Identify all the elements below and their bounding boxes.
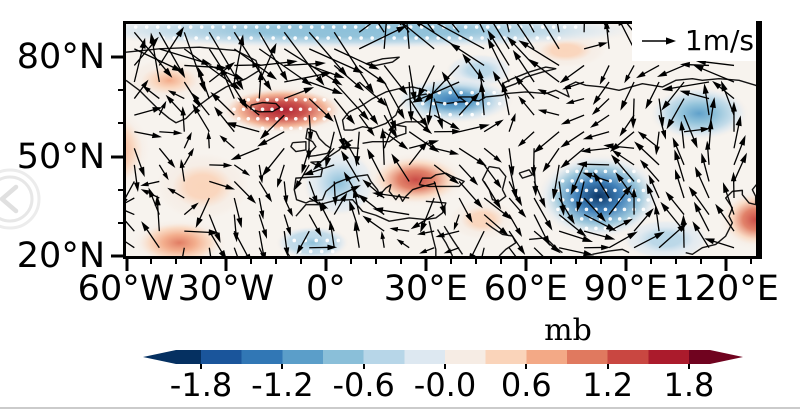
colorbar-gradient bbox=[176, 350, 710, 364]
x-minor-tick bbox=[275, 256, 277, 264]
x-tick-label: 90°E bbox=[583, 269, 668, 309]
x-minor-tick bbox=[700, 256, 702, 264]
x-major-tick bbox=[524, 256, 528, 271]
x-major-tick bbox=[125, 256, 129, 271]
colorbar-tick bbox=[525, 364, 528, 369]
colorbar-tick-label: 1.8 bbox=[663, 366, 715, 404]
x-major-tick bbox=[224, 256, 228, 271]
colorbar-tick-label: -1.8 bbox=[169, 366, 233, 404]
x-minor-tick bbox=[375, 256, 377, 264]
x-minor-tick bbox=[475, 256, 477, 264]
colorbar-tick-label: -1.2 bbox=[251, 366, 314, 404]
reference-vector-arrow-icon bbox=[641, 37, 676, 45]
y-major-tick bbox=[111, 155, 126, 159]
x-minor-tick bbox=[750, 256, 752, 264]
x-tick-label: 30°W bbox=[177, 269, 275, 309]
quiver-key: 1m/s bbox=[632, 21, 759, 61]
x-minor-tick bbox=[650, 256, 652, 264]
colorbar-tick bbox=[281, 364, 284, 369]
y-minor-tick bbox=[118, 89, 126, 92]
x-tick-label: 30°E bbox=[383, 269, 468, 309]
colorbar-right-arrow bbox=[710, 350, 743, 364]
quiver-key-label: 1m/s bbox=[684, 24, 754, 57]
y-major-tick bbox=[111, 254, 126, 258]
carousel-prev-button[interactable] bbox=[0, 161, 48, 237]
x-minor-tick bbox=[575, 256, 577, 264]
y-minor-tick bbox=[118, 188, 126, 191]
x-major-tick bbox=[324, 256, 328, 271]
y-tick-label: 20°N bbox=[16, 235, 105, 276]
x-tick-label: 60°W bbox=[77, 269, 175, 309]
colorbar-left-arrow bbox=[143, 350, 176, 364]
map-right-spine bbox=[756, 21, 759, 259]
x-minor-tick bbox=[675, 256, 677, 264]
x-minor-tick bbox=[600, 256, 602, 264]
x-minor-tick bbox=[175, 256, 177, 264]
x-minor-tick bbox=[550, 256, 552, 264]
x-minor-tick bbox=[450, 256, 452, 264]
colorbar bbox=[143, 350, 743, 369]
x-minor-tick bbox=[500, 256, 502, 264]
x-minor-tick bbox=[200, 256, 202, 264]
page-bottom-divider bbox=[0, 407, 800, 409]
colorbar-tick bbox=[687, 364, 690, 369]
x-major-tick bbox=[424, 256, 428, 271]
colorbar-tick-label: -0.0 bbox=[413, 366, 477, 404]
x-major-tick bbox=[724, 256, 728, 271]
y-minor-tick bbox=[118, 221, 126, 224]
x-minor-tick bbox=[350, 256, 352, 264]
colorbar-unit-label: mb bbox=[544, 313, 592, 348]
y-tick-label: 80°N bbox=[16, 37, 105, 78]
y-minor-tick bbox=[118, 122, 126, 125]
colorbar-tick bbox=[443, 364, 446, 369]
x-minor-tick bbox=[300, 256, 302, 264]
colorbar-tick bbox=[606, 364, 609, 369]
prev-button-inner-ring bbox=[0, 175, 34, 223]
y-tick-label: 50°N bbox=[16, 136, 105, 177]
colorbar-tick bbox=[362, 364, 365, 369]
x-minor-tick bbox=[250, 256, 252, 264]
x-minor-tick bbox=[400, 256, 402, 264]
colorbar-tick-label: 0.6 bbox=[500, 366, 552, 404]
prev-button-outer-ring bbox=[0, 168, 41, 230]
chevron-left-icon bbox=[0, 184, 19, 214]
x-tick-label: 0° bbox=[306, 269, 346, 309]
colorbar-tick-label: -0.6 bbox=[332, 366, 395, 404]
colorbar-tick-label: 1.2 bbox=[582, 366, 634, 404]
x-minor-tick bbox=[150, 256, 152, 264]
colorbar-tick bbox=[200, 364, 202, 369]
x-tick-label: 60°E bbox=[483, 269, 568, 309]
x-tick-label: 120°E bbox=[672, 269, 779, 309]
x-major-tick bbox=[624, 256, 628, 271]
y-major-tick bbox=[111, 55, 126, 59]
anomaly-map-canvas bbox=[126, 24, 759, 256]
